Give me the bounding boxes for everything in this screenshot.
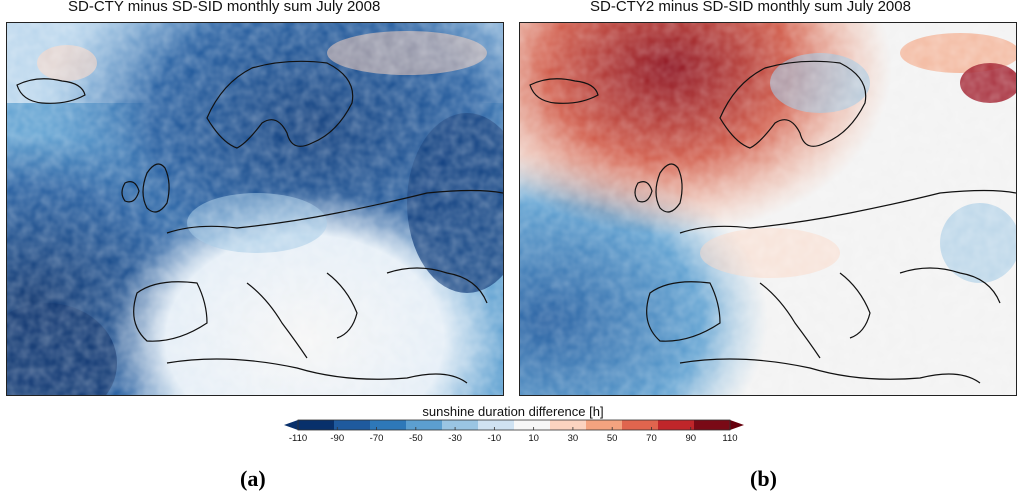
colorbar: sunshine duration difference [h] -110 -90… [278, 404, 748, 444]
panel-b-label: (b) [750, 466, 777, 491]
colorbar-border [297, 419, 731, 431]
colorbar-swatch [298, 420, 335, 430]
colorbar-tick-label: -50 [409, 433, 423, 444]
panel-a-coastlines [16, 60, 503, 384]
panel-b-coastlines [529, 60, 1016, 384]
colorbar-tick-label: 10 [528, 433, 539, 444]
colorbar-swatch [478, 420, 515, 430]
colorbar-tick-label: 70 [646, 433, 657, 444]
panel-a-label: (a) [240, 466, 266, 491]
colorbar-tick-label: -90 [330, 433, 344, 444]
colorbar-under-arrow [284, 420, 298, 430]
colorbar-tick-label: -70 [370, 433, 384, 444]
panel-b-title: SD-CTY2 minus SD-SID monthly sum July 20… [590, 0, 911, 15]
panel-a-map [6, 22, 504, 396]
colorbar-swatch [442, 420, 479, 430]
colorbar-title: sunshine duration difference [h] [422, 404, 604, 419]
colorbar-swatch [586, 420, 623, 430]
colorbar-tick-label: -10 [487, 433, 501, 444]
colorbar-swatch [514, 420, 551, 430]
panel-b-map-svg [520, 23, 1016, 395]
colorbar-svg: -110 -90 -70 -50 -30 -10 10 30 50 70 90 110 [284, 419, 744, 444]
colorbar-over-arrow [730, 420, 744, 430]
colorbar-tick-label: 50 [607, 433, 618, 444]
colorbar-swatch [406, 420, 443, 430]
panel-b-map [519, 22, 1017, 396]
colorbar-swatch [550, 420, 587, 430]
panel-a-map-svg [7, 23, 503, 395]
colorbar-swatch [694, 420, 731, 430]
colorbar-tick-label: -110 [289, 433, 307, 444]
colorbar-swatch [370, 420, 407, 430]
colorbar-tick-label: -30 [448, 433, 462, 444]
colorbar-swatch [334, 420, 371, 430]
colorbar-tick-label: 90 [685, 433, 696, 444]
colorbar-tick-label: 30 [568, 433, 579, 444]
colorbar-tick-label: 110 [722, 433, 737, 444]
colorbar-swatch [622, 420, 659, 430]
panel-a-title: SD-CTY minus SD-SID monthly sum July 200… [68, 0, 381, 15]
colorbar-swatch [658, 420, 695, 430]
